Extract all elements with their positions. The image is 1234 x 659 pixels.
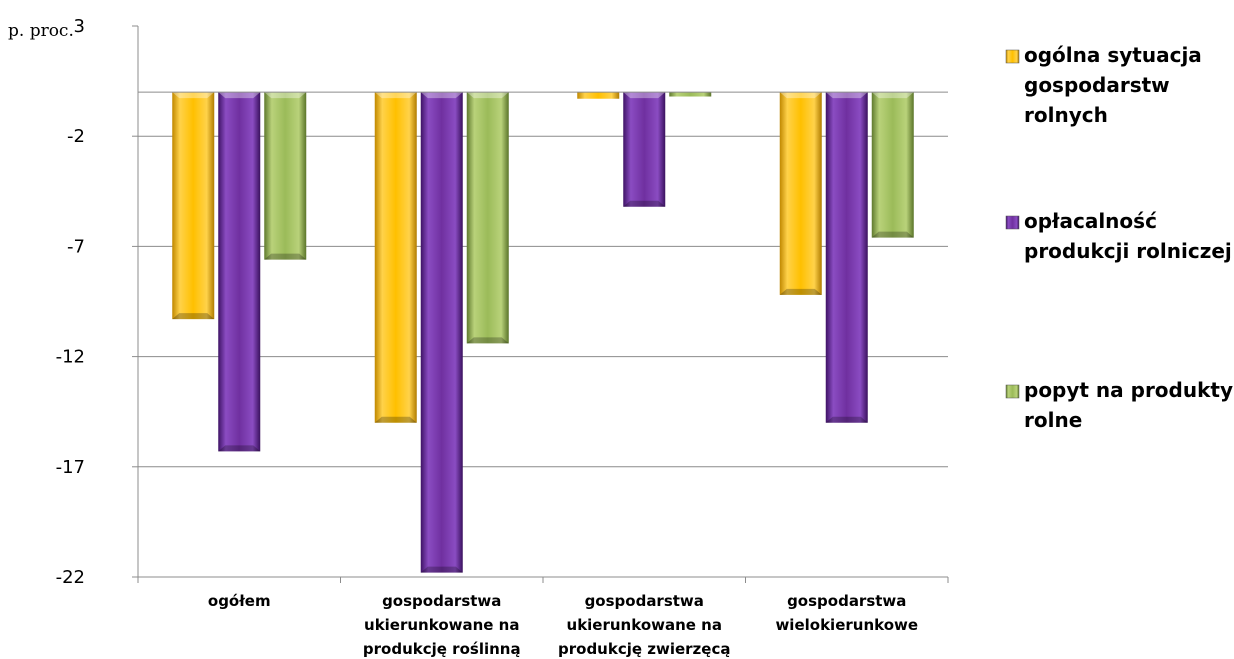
bar-body xyxy=(374,92,417,423)
bar-body xyxy=(420,92,463,573)
axes xyxy=(137,26,949,583)
bar-body xyxy=(669,92,712,97)
bar-body xyxy=(623,92,666,207)
bar-bevel-bottom xyxy=(779,288,822,295)
x-category-label: gospodarstwa ukierunkowane na produkcję zw… xyxy=(558,592,730,658)
bar-bevel-top xyxy=(466,92,509,99)
bar xyxy=(466,92,509,344)
bar-bevel-bottom xyxy=(172,313,215,320)
bar-bevel-top xyxy=(218,92,261,99)
legend-swatch xyxy=(1005,215,1020,230)
legend-swatch xyxy=(1005,384,1020,399)
legend-label: popyt na produkty rolne xyxy=(1024,378,1233,432)
bar-body xyxy=(466,92,509,344)
bar xyxy=(420,92,463,573)
bar xyxy=(374,92,417,423)
bar-bevel-top xyxy=(172,92,215,99)
bar-bevel-top xyxy=(779,92,822,99)
bar-bevel-bottom xyxy=(218,445,261,452)
bar xyxy=(825,92,868,423)
bar-bevel-top xyxy=(825,92,868,99)
legend: ogólna sytuacja gospodarstw rolnych opłacal… xyxy=(1005,43,1233,432)
legend-entry: popyt na produkty rolne xyxy=(1005,378,1233,432)
bar-bevel-bottom xyxy=(374,416,417,423)
bar-bevel-bottom xyxy=(466,337,509,344)
bar xyxy=(172,92,215,320)
y-tick-label: 3 xyxy=(74,16,85,37)
bar-body xyxy=(577,92,620,99)
bar-body xyxy=(871,92,914,238)
bar-bevel-top xyxy=(871,92,914,99)
bar xyxy=(871,92,914,238)
bar-bevel-bottom xyxy=(825,416,868,423)
bar-body xyxy=(825,92,868,423)
legend-entry: ogólna sytuacja gospodarstw rolnych xyxy=(1005,43,1202,127)
legend-swatch xyxy=(1005,49,1020,64)
bar-body xyxy=(218,92,261,452)
bar-body xyxy=(779,92,822,295)
bar-body xyxy=(172,92,215,320)
bars xyxy=(172,92,914,573)
y-tick-label: -2 xyxy=(67,126,85,147)
y-tick-label: -17 xyxy=(56,457,85,478)
bar xyxy=(669,92,712,97)
bar-bevel-bottom xyxy=(420,566,463,573)
x-axis-labels: ogółem gospodarstwa ukierunkowane na produk… xyxy=(208,592,918,658)
x-category-label: gospodarstwa wielokierunkowe xyxy=(775,592,918,634)
bar-bevel-top xyxy=(420,92,463,99)
y-tick-label: -22 xyxy=(56,567,85,588)
bar xyxy=(577,92,620,99)
bar xyxy=(264,92,307,260)
bar xyxy=(779,92,822,295)
bar xyxy=(623,92,666,207)
bar-bevel-top xyxy=(374,92,417,99)
legend-label: ogólna sytuacja gospodarstw rolnych xyxy=(1024,43,1202,127)
bar-bevel-bottom xyxy=(623,200,666,207)
x-category-label: ogółem xyxy=(208,592,271,610)
y-tick-label: -12 xyxy=(56,347,85,368)
y-tick-label: -7 xyxy=(67,236,85,257)
legend-label: opłacalność produkcji rolniczej xyxy=(1024,209,1232,263)
bar-bevel-bottom xyxy=(264,253,307,260)
bar-bevel-bottom xyxy=(871,231,914,238)
bar-bevel-top xyxy=(623,92,666,99)
bar-body xyxy=(264,92,307,260)
bar-bevel-top xyxy=(264,92,307,99)
y-axis-ticks: 3 -2 -7 -12 -17 -22 xyxy=(56,16,138,588)
x-category-label: gospodarstwa ukierunkowane na produkcję ro… xyxy=(363,592,521,658)
bar xyxy=(218,92,261,452)
y-unit-label: p. proc. xyxy=(8,21,74,41)
legend-entry: opłacalność produkcji rolniczej xyxy=(1005,209,1232,263)
